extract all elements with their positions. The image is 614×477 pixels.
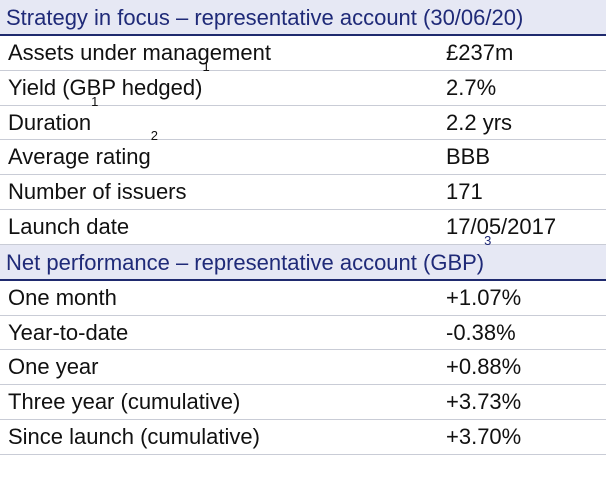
row-label: Average rating2 <box>8 128 158 170</box>
strategy-header: Strategy in focus – representative accou… <box>0 0 606 36</box>
table-row: Duration1 2.2 yrs <box>0 93 606 141</box>
row-value: £237m <box>446 40 514 65</box>
row-label: Yield (GBP hedged)1 <box>8 58 210 100</box>
performance-header: Net performance – representative account… <box>0 234 606 281</box>
row-label: Assets under management <box>8 40 271 65</box>
row-label: One month <box>8 284 117 310</box>
table-row: Since launch (cumulative) +3.70% <box>0 420 606 455</box>
footnote-marker: 2 <box>150 128 158 144</box>
row-value: +3.73% <box>446 389 522 415</box>
table-row: Year-to-date -0.38% <box>0 316 606 351</box>
strategy-table: Strategy in focus – representative accou… <box>0 0 606 455</box>
table-row: Assets under management £237m <box>0 36 606 71</box>
row-value: +1.07% <box>446 284 522 310</box>
row-value: 2.2 yrs <box>446 109 513 135</box>
row-label: One year <box>8 354 99 380</box>
row-label: Duration1 <box>8 93 99 135</box>
row-label: Three year (cumulative) <box>8 389 241 415</box>
table-row: Launch date 17/05/2017 <box>0 210 606 245</box>
table-row: Average rating2 BBB <box>0 128 606 176</box>
row-value: 171 <box>446 179 483 205</box>
row-value: BBB <box>446 144 491 170</box>
row-value: 2.7% <box>446 74 497 100</box>
table-row: One year +0.88% <box>0 350 606 386</box>
table-row: One month +1.07% <box>0 281 606 316</box>
row-value: 17/05/2017 <box>446 213 557 239</box>
row-label: Launch date <box>8 213 130 239</box>
row-label: Number of issuers <box>8 179 187 205</box>
table-row: Number of issuers 171 <box>0 175 606 210</box>
row-label: Since launch (cumulative) <box>8 423 260 449</box>
row-value: -0.38% <box>446 319 516 345</box>
footnote-marker: 1 <box>91 93 99 109</box>
row-value: +0.88% <box>446 354 522 380</box>
footnote-marker: 3 <box>484 232 492 248</box>
table-row: Yield (GBP hedged)1 2.7% <box>0 58 606 106</box>
footnote-marker: 1 <box>202 58 210 74</box>
row-label: Year-to-date <box>8 319 129 345</box>
row-value: +3.70% <box>446 423 522 449</box>
table-row: Three year (cumulative) +3.73% <box>0 385 606 420</box>
